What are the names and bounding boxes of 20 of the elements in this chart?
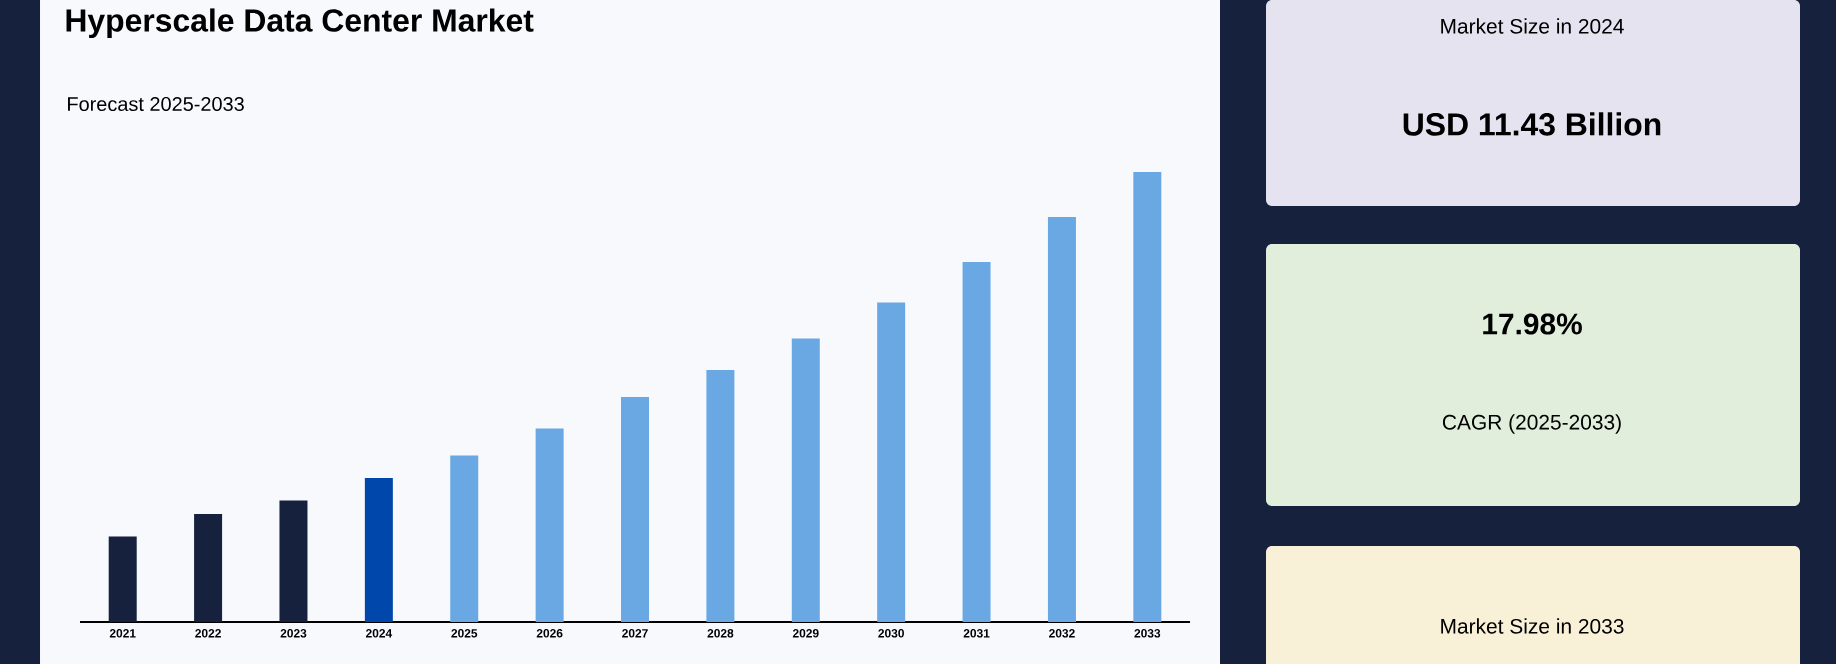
bar <box>194 514 223 622</box>
bar <box>535 428 564 622</box>
bar <box>791 338 820 622</box>
bar <box>962 261 991 622</box>
bar <box>706 370 735 622</box>
bar <box>279 500 308 622</box>
text: 17.98% <box>1483 313 1582 335</box>
bar <box>450 455 479 622</box>
text: USD 11.43 Billion <box>1403 112 1661 136</box>
bar <box>108 536 137 622</box>
bar <box>1133 171 1162 622</box>
text: CAGR (2025-2033) <box>1442 414 1621 434</box>
chart-subtitle: Forecast 2025-2033 <box>68 96 244 112</box>
bar <box>1047 216 1076 622</box>
chart-title: Hyperscale Data Center Market <box>66 8 534 39</box>
bar <box>877 302 906 622</box>
bar <box>621 397 650 622</box>
text: Market Size in 2024 <box>1441 18 1624 34</box>
bar <box>364 478 393 622</box>
text: Market Size in 2033 <box>1441 618 1624 634</box>
